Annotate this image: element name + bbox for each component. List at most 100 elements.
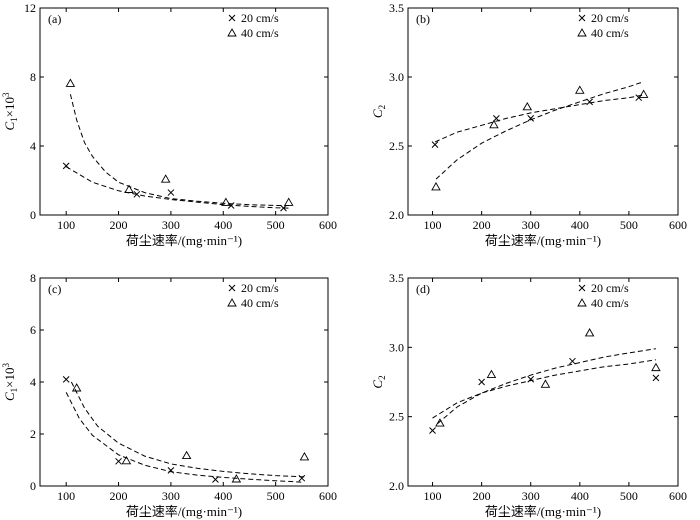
y-label-main: C [370,380,385,389]
x-tick-label: 600 [319,218,337,232]
data-point-triangle [431,181,441,191]
data-point-cross [527,115,535,122]
legend-entry: 40 cm/s [241,26,279,40]
plot-frame [39,7,329,216]
data-point-triangle [124,184,134,193]
data-point-cross [298,474,306,482]
data-point-cross [493,115,500,122]
plot-frame [39,277,329,487]
y-label-sub: 2 [377,375,387,380]
chart-panel-3: 100 200 300 400 500 600 0 2 4 6 8 (c) 荷尘速率/(mg·min⁻¹… [1,271,337,519]
x-tick-label: 300 [522,218,540,232]
x-axis-label: 荷尘速率/(mg·min⁻¹) [485,504,601,519]
y-tick-label: 12 [24,1,36,15]
chart-panel-2: 100 200 300 400 500 600 2.0 2.5 3.0 3.5 (b) 荷尘速率/(m… [370,1,687,248]
data-point-cross [167,189,175,196]
data-point-triangle [489,119,499,129]
y-tick-label: 3.0 [389,70,404,84]
x-tick-label: 500 [267,489,285,503]
y-label-suffix: ×10 [2,367,17,387]
data-point-triangle [540,379,551,388]
x-tick-label: 300 [162,218,180,232]
legend-entry: 20 cm/s [241,281,279,295]
y-axis-label: C1×103 [1,362,19,401]
data-point-cross [62,376,70,383]
y-tick-label: 2.5 [389,139,404,153]
legend-entry: 20 cm/s [241,11,279,25]
fit-curve-20cms [65,166,289,209]
y-tick-label: 6 [30,323,36,337]
legend-entry: 40 cm/s [591,296,629,310]
x-tick-label: 200 [473,218,491,232]
y-tick-label: 8 [30,271,36,285]
data-point-triangle [584,328,595,337]
y-tick-label: 2.5 [389,410,404,424]
legend-marker-cross [228,14,236,22]
data-point-cross [586,98,593,106]
y-tick-label: 4 [30,375,36,389]
y-label-suffix: ×10 [2,97,17,117]
fit-curve-40cms [69,94,289,206]
y-tick-label: 3.5 [389,1,404,15]
legend-entry: 40 cm/s [241,296,279,310]
data-point-triangle [575,85,585,94]
y-tick-label: 8 [30,70,36,84]
data-point-cross [569,357,576,365]
x-axis-label: 荷尘速率/(mg·min⁻¹) [126,233,242,248]
x-tick-label: 500 [620,218,638,232]
data-point-cross [133,190,141,198]
legend-marker-triangle [577,298,587,307]
x-tick-label: 100 [57,218,75,232]
fit-curve-20cms [434,94,644,143]
x-tick-label: 600 [669,489,687,503]
plot-frame [407,7,679,216]
y-tick-label: 3.0 [389,340,404,354]
x-tick-label: 400 [571,218,589,232]
legend-entry: 40 cm/s [591,26,629,40]
legend-marker-cross [228,284,236,292]
x-tick-label: 200 [473,489,491,503]
legend-marker-triangle [227,298,237,307]
data-point-triangle [231,474,242,483]
data-point-cross [527,375,535,383]
data-point-triangle [522,101,533,111]
x-tick-label: 600 [669,218,687,232]
legend-marker-triangle [577,28,587,37]
y-tick-label: 2.0 [389,208,404,222]
y-label-sub: 1 [9,388,19,393]
legend-marker-triangle [227,28,237,37]
x-tick-label: 300 [162,489,180,503]
data-point-triangle [283,197,294,206]
data-point-triangle [71,383,82,392]
x-tick-label: 200 [110,218,128,232]
x-axis-label: 荷尘速率/(mg·min⁻¹) [126,504,242,519]
panel-label: (b) [416,12,430,26]
y-axis-label: C2 [370,105,387,118]
x-tick-label: 500 [620,489,638,503]
x-tick-label: 300 [522,489,540,503]
y-tick-label: 0 [30,479,36,493]
data-point-cross [652,374,660,382]
y-label-sup: 3 [1,92,11,97]
legend-entry: 20 cm/s [591,11,629,25]
data-point-cross [478,378,485,386]
data-point-triangle [121,455,132,465]
panel-label: (c) [48,282,61,296]
data-point-cross [115,457,122,465]
chart-panel-4: 100 200 300 400 500 600 2.0 2.5 3.0 3.5 (d) 荷尘速率/(m… [370,271,687,519]
y-tick-label: 4 [30,139,36,153]
y-label-main: C [2,392,17,401]
data-point-triangle [160,174,171,183]
y-axis-label: C2 [370,375,387,388]
y-label-main: C [370,109,385,118]
data-point-triangle [299,451,310,461]
y-tick-label: 0 [30,208,36,222]
fit-curve-40cms [437,348,656,424]
data-point-cross [62,162,70,170]
legend-marker-cross [578,14,586,22]
x-tick-label: 100 [57,489,75,503]
data-point-triangle [221,197,231,206]
legend-marker-cross [578,284,586,292]
y-tick-label: 3.5 [389,271,404,285]
